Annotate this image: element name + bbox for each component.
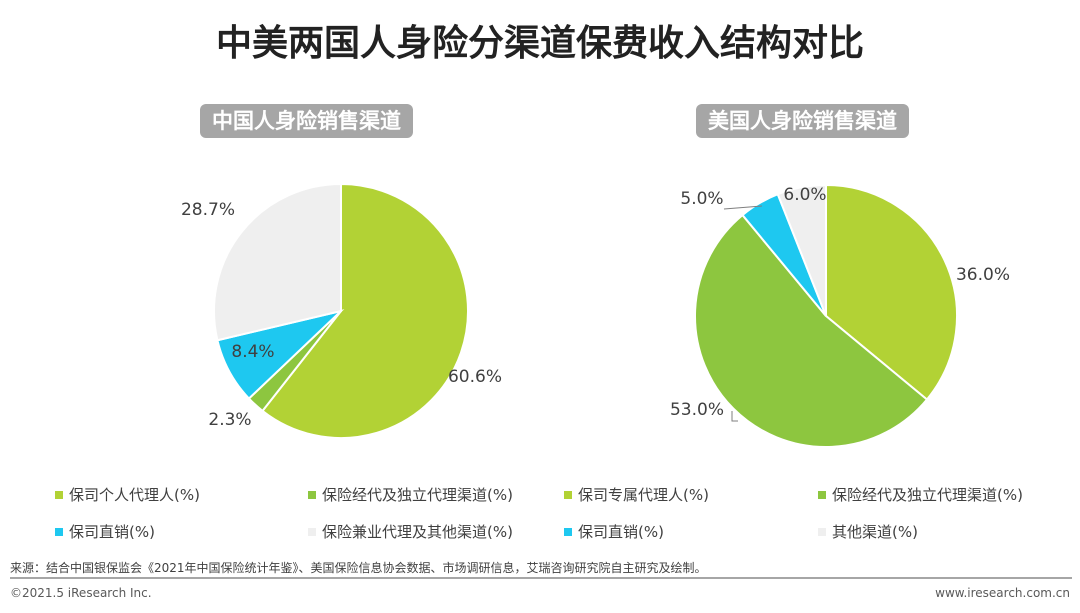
legend-item: 保险经代及独立代理渠道(%) (818, 484, 1023, 505)
leader-line (723, 205, 763, 210)
legend-label: 保险兼业代理及其他渠道(%) (322, 523, 513, 541)
data-label: 60.6% (448, 367, 502, 387)
copyright: ©2021.5 iResearch Inc. (10, 586, 152, 600)
legend-swatch (818, 490, 826, 499)
china-chart-title: 中国人身险销售渠道 (200, 104, 413, 138)
pie-slice (694, 213, 929, 448)
legend-swatch (308, 490, 316, 499)
legend-label: 保险经代及独立代理渠道(%) (832, 486, 1023, 504)
legend-item: 其他渠道(%) (818, 521, 918, 542)
pie-slice (261, 182, 469, 439)
page-title: 中美两国人身险分渠道保费收入结构对比 (215, 23, 864, 64)
legend-swatch (55, 490, 63, 499)
data-label: 2.3% (208, 410, 251, 430)
data-label: 53.0% (670, 400, 724, 420)
legend-label: 保险经代及独立代理渠道(%) (322, 486, 513, 504)
legend-item: 保司直销(%) (564, 521, 664, 542)
legend-label: 保司专属代理人(%) (578, 486, 709, 504)
website: www.iresearch.com.cn (935, 586, 1070, 600)
legend-label: 保司个人代理人(%) (69, 486, 200, 504)
us-chart-title: 美国人身险销售渠道 (696, 104, 909, 138)
legend-swatch (818, 527, 826, 536)
legend-label: 其他渠道(%) (832, 523, 918, 541)
legend-item: 保司直销(%) (55, 521, 155, 542)
data-label: 6.0% (783, 185, 826, 205)
legend-item: 保险兼业代理及其他渠道(%) (308, 521, 513, 542)
legend-label: 保司直销(%) (69, 523, 155, 541)
legend-item: 保险经代及独立代理渠道(%) (308, 484, 513, 505)
legend-item: 保司个人代理人(%) (55, 484, 200, 505)
legend-item: 保司专属代理人(%) (564, 484, 709, 505)
data-label: 8.4% (231, 342, 274, 362)
legend-swatch (564, 490, 572, 499)
legend-label: 保司直销(%) (578, 523, 664, 541)
legend-swatch (564, 527, 572, 536)
pie-slice (825, 183, 958, 401)
divider (10, 577, 1072, 579)
pie-slice (213, 182, 342, 342)
data-label: 5.0% (680, 189, 723, 209)
source-note: 来源：结合中国银保监会《2021年中国保险统计年鉴》、美国保险信息协会数据、市场… (10, 561, 707, 575)
data-label: 28.7% (181, 200, 235, 220)
pie-slice (776, 183, 827, 317)
legend-swatch (55, 527, 63, 536)
legend-swatch (308, 527, 316, 536)
leader-line (731, 411, 738, 422)
data-label: 36.0% (956, 265, 1010, 285)
